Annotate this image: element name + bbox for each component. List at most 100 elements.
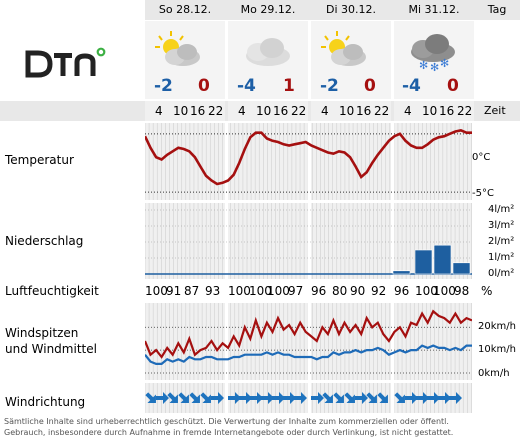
- sun-cloud-icon: [155, 31, 200, 66]
- humidity-value: 96: [394, 284, 410, 298]
- tmax-2: 0: [364, 76, 376, 96]
- humidity-value: 80: [332, 284, 348, 298]
- tmin-1: -4: [237, 76, 256, 96]
- hour-cell-2: 4 10 16 22: [311, 101, 391, 121]
- wind-arrow-icon: [377, 392, 388, 403]
- hour-label: 16: [273, 104, 289, 118]
- humidity-unit: %: [481, 284, 493, 298]
- wind-arrow-icon: [311, 392, 324, 404]
- sun-cloud-icon: [321, 31, 366, 66]
- label-windmittel: und Windmittel: [5, 342, 97, 356]
- cloud-icon: [246, 38, 290, 66]
- header-bar: [145, 0, 520, 20]
- wind-mean-line: [145, 344, 472, 366]
- label-temperatur: Temperatur: [5, 153, 74, 167]
- wind-arrow-icon: [272, 392, 285, 404]
- hour-cell-3: 4 10 16 22: [394, 101, 474, 121]
- zeit-label: Zeit: [484, 104, 506, 117]
- wind-arrow-icon: [178, 392, 189, 403]
- humidity-value: 97: [288, 284, 304, 298]
- day-divider: [391, 383, 394, 413]
- wind-axis-10: 10km/h: [478, 344, 516, 355]
- wind-arrow-icon: [416, 392, 429, 404]
- precip-axis-label: 2l/m²: [488, 236, 515, 247]
- wind-chart: [145, 303, 472, 380]
- svg-text:✻: ✻: [419, 59, 428, 72]
- day-divider: [308, 303, 311, 380]
- wind-arrow-icon: [344, 392, 355, 403]
- tmax-0: 0: [198, 76, 210, 96]
- hour-cell-1: 4 10 16 22: [228, 101, 308, 121]
- label-windrichtung: Windrichtung: [5, 395, 86, 409]
- tmin-3: -4: [402, 76, 421, 96]
- precip-bar: [392, 270, 411, 275]
- hour-label: 22: [291, 104, 307, 118]
- wind-arrow-icon: [355, 392, 368, 404]
- hour-label: 16: [190, 104, 206, 118]
- precip-axis-label: 0l/m²: [488, 268, 515, 279]
- wind-arrow-icon: [261, 392, 274, 404]
- wind-arrow-icon: [239, 392, 252, 404]
- hour-label: 16: [439, 104, 455, 118]
- humidity-value: 93: [205, 284, 221, 298]
- svg-text:✻: ✻: [440, 57, 449, 70]
- wind-direction-chart: [145, 383, 472, 413]
- wind-peak-line: [145, 309, 472, 359]
- day-label-1: Mo 29.12.: [240, 3, 296, 16]
- hour-label: 10: [173, 104, 189, 118]
- humidity-value: 92: [371, 284, 387, 298]
- svg-text:✻: ✻: [430, 61, 439, 72]
- day-label-2: Di 30.12.: [325, 3, 376, 16]
- day-divider: [391, 123, 394, 200]
- wind-arrow-icon: [211, 392, 224, 404]
- wind-arrow-icon: [250, 392, 263, 404]
- wind-axis-20: 20km/h: [478, 321, 516, 332]
- day-divider: [225, 123, 228, 200]
- wind-arrow-icon: [333, 392, 344, 403]
- tmin-2: -2: [320, 76, 339, 96]
- humidity-value: 96: [311, 284, 327, 298]
- wind-arrow-icon: [449, 392, 462, 404]
- hour-label: 4: [321, 104, 329, 118]
- precip-bar: [433, 244, 452, 275]
- wind-arrow-icon: [438, 392, 451, 404]
- snow-cloud-icon: ✻ ✻ ✻: [411, 34, 455, 72]
- label-windspitzen: Windspitzen: [5, 326, 79, 340]
- humidity-value: 100: [433, 284, 456, 298]
- precip-axis-label: 1l/m²: [488, 252, 515, 263]
- day-label-3: Mi 31.12.: [408, 3, 460, 16]
- hour-label: 10: [422, 104, 438, 118]
- label-niederschlag: Niederschlag: [5, 234, 84, 248]
- wind-arrow-icon: [427, 392, 440, 404]
- hour-label: 4: [238, 104, 246, 118]
- hour-label: 10: [339, 104, 355, 118]
- tmax-1: 1: [283, 76, 295, 96]
- day-divider: [225, 303, 228, 380]
- hour-label: 22: [457, 104, 473, 118]
- temperature-chart: [145, 123, 472, 200]
- wind-arrow-icon: [156, 392, 169, 404]
- tmax-3: 0: [447, 76, 459, 96]
- precip-axis-label: 4l/m²: [488, 204, 515, 215]
- hour-label: 4: [155, 104, 163, 118]
- tag-label: Tag: [487, 3, 507, 16]
- wind-arrow-icon: [394, 392, 405, 403]
- day-divider: [308, 203, 311, 279]
- wind-arrow-icon: [294, 392, 307, 404]
- precip-bar: [452, 262, 471, 275]
- hour-label: 4: [404, 104, 412, 118]
- wind-arrow-icon: [200, 392, 211, 403]
- wind-arrow-icon: [228, 392, 241, 404]
- humidity-value: 98: [454, 284, 470, 298]
- label-luftfeuchtigkeit: Luftfeuchtigkeit: [5, 284, 99, 298]
- wind-arrow-icon: [322, 392, 333, 403]
- day-divider: [225, 203, 228, 279]
- precipitation-chart: [145, 203, 472, 279]
- wind-arrow-icon: [189, 392, 200, 403]
- tmin-0: -2: [154, 76, 173, 96]
- temperature-line: [145, 128, 472, 186]
- precip-bar: [414, 249, 433, 275]
- wind-arrow-icon: [366, 392, 377, 403]
- humidity-value: 91: [166, 284, 182, 298]
- humidity-value: 100: [249, 284, 272, 298]
